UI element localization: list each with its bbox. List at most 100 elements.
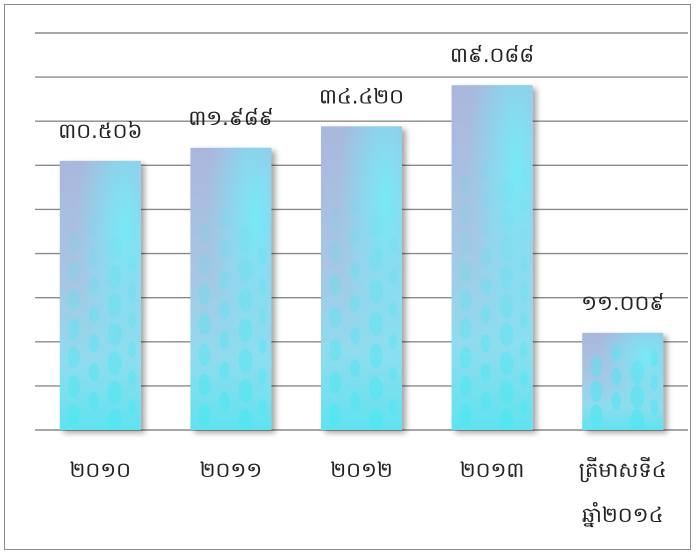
bar-bokeh-bubble bbox=[389, 333, 397, 350]
category-label: ២០១២ bbox=[330, 458, 393, 482]
bar-bokeh-bubble bbox=[389, 399, 397, 415]
bar-bokeh-bubble bbox=[499, 351, 514, 376]
bar-bokeh-bubble bbox=[499, 207, 514, 232]
bar-bokeh-bubble bbox=[630, 409, 645, 431]
bar-bokeh-bubble bbox=[219, 361, 230, 380]
bar-bokeh-bubble bbox=[389, 268, 397, 285]
bar-bokeh-bubble bbox=[107, 380, 122, 405]
bar-bokeh-bubble bbox=[480, 305, 491, 324]
bar-value-label: ៣៤.៤២០ bbox=[319, 84, 404, 108]
bar-bokeh-bubble bbox=[127, 225, 136, 242]
bar-bokeh-bubble bbox=[219, 392, 230, 410]
bar-bokeh-bubble bbox=[480, 162, 491, 181]
bar-bokeh-bubble bbox=[519, 255, 528, 272]
bar-bokeh-bubble bbox=[219, 240, 230, 259]
bar-bokeh-bubble bbox=[127, 341, 136, 358]
bar-bokeh-bubble bbox=[459, 202, 472, 225]
bar-bokeh-bubble bbox=[198, 343, 211, 366]
bar-bokeh-bubble bbox=[389, 203, 397, 220]
chart-frame: ៣០.៥០៦ ៣១.៩៨៩ ៣៤.៤២០ ៣៩.០៨៨ ១១.០០៩ ២០១០ ២០១១ ២… bbox=[4, 4, 691, 550]
bar-bokeh-bubble bbox=[258, 247, 267, 264]
bar-bokeh-bubble bbox=[127, 312, 136, 329]
bar-bokeh-bubble bbox=[480, 363, 491, 382]
category-label: ត្រីមាសទី៤ bbox=[579, 457, 667, 483]
bar-bokeh-bubble bbox=[350, 196, 360, 215]
bar-bokeh-bubble bbox=[369, 343, 383, 368]
bar-bokeh-bubble bbox=[590, 379, 603, 402]
bar-bokeh-bubble bbox=[459, 317, 472, 340]
bar-bokeh-bubble bbox=[67, 346, 80, 369]
bar-bokeh-bubble bbox=[258, 217, 267, 234]
bar-bokeh-bubble bbox=[127, 254, 136, 271]
bar-bokeh-bubble bbox=[519, 370, 528, 387]
bar-bokeh-bubble bbox=[389, 366, 397, 383]
bar-bokeh-bubble bbox=[480, 248, 491, 267]
bar-bokeh-bubble bbox=[238, 409, 253, 431]
bar-bokeh-bubble bbox=[650, 350, 659, 367]
bar-bokeh-bubble bbox=[258, 308, 267, 325]
bar-bokeh-bubble bbox=[499, 409, 514, 430]
bar-bokeh-bubble bbox=[369, 246, 383, 271]
bar-bokeh-bubble bbox=[88, 305, 99, 324]
bar-bokeh-bubble bbox=[480, 219, 491, 238]
bar-bokeh-bubble bbox=[519, 226, 528, 243]
bar-texture bbox=[198, 210, 267, 431]
bar-bokeh-bubble bbox=[107, 264, 122, 289]
bar-bokeh-bubble bbox=[480, 277, 491, 296]
bar-bokeh-bubble bbox=[369, 213, 383, 238]
bar-bokeh-bubble bbox=[499, 294, 514, 319]
bar-bokeh-bubble bbox=[519, 312, 528, 329]
bar-bokeh-bubble bbox=[67, 288, 80, 311]
bar-bokeh-bubble bbox=[369, 376, 383, 401]
bar-bokeh-bubble bbox=[611, 367, 622, 386]
bar-bokeh-bubble bbox=[389, 301, 397, 318]
bar-bokeh-bubble bbox=[519, 284, 528, 301]
bar-bokeh-bubble bbox=[369, 311, 383, 336]
bar-bokeh-bubble bbox=[459, 260, 472, 283]
bar-bokeh-bubble bbox=[258, 278, 267, 295]
bar-bokeh-bubble bbox=[67, 375, 80, 398]
bar-bokeh-bubble bbox=[238, 318, 253, 343]
bar-bokeh-bubble bbox=[350, 261, 360, 280]
bar-bokeh-bubble bbox=[611, 392, 622, 410]
bar-bokeh-bubble bbox=[88, 334, 99, 353]
bar-bokeh-bubble bbox=[590, 355, 603, 378]
bar-bokeh-bubble bbox=[329, 371, 341, 394]
bar-texture bbox=[590, 343, 659, 431]
bar-bokeh-bubble bbox=[499, 322, 514, 347]
bar-bokeh-bubble bbox=[198, 252, 211, 275]
bar-bokeh-bubble bbox=[198, 222, 211, 245]
bar-bokeh-bubble bbox=[459, 289, 472, 312]
bar-bokeh-bubble bbox=[480, 334, 491, 353]
bar-bokeh-bubble bbox=[67, 317, 80, 340]
category-label: ២០១០ bbox=[70, 458, 132, 482]
category-labels: ២០១០ ២០១១ ២០១២ ២០១៣ ត្រីមាសទី៤ឆ្នាំ២០១៤ bbox=[70, 457, 667, 528]
bar-bokeh-bubble bbox=[459, 404, 472, 426]
bar-bokeh-bubble bbox=[480, 190, 491, 209]
bar-bokeh-bubble bbox=[238, 288, 253, 313]
bar-bokeh-bubble bbox=[350, 294, 360, 313]
bar-bokeh-bubble bbox=[88, 363, 99, 382]
bar-bokeh-bubble bbox=[67, 259, 80, 282]
bar-bokeh-bubble bbox=[198, 373, 211, 396]
bar-bokeh-bubble bbox=[219, 301, 230, 320]
bar-bokeh-bubble bbox=[499, 380, 514, 405]
bar-bokeh-bubble bbox=[107, 235, 122, 260]
bar-glow bbox=[451, 85, 533, 430]
category-label: ២០១១ bbox=[200, 458, 263, 482]
bar-bokeh-bubble bbox=[350, 326, 360, 345]
bar-bokeh-bubble bbox=[219, 331, 230, 350]
bar-bokeh-bubble bbox=[88, 247, 99, 266]
bar bbox=[451, 85, 533, 430]
bar-bokeh-bubble bbox=[258, 368, 267, 385]
category-label: ឆ្នាំ២០១៤ bbox=[582, 502, 664, 528]
bar-bokeh-bubble bbox=[519, 341, 528, 358]
bar bbox=[582, 332, 664, 431]
bar-bokeh-bubble bbox=[499, 236, 514, 261]
bar-bokeh-bubble bbox=[350, 359, 360, 378]
bar-bokeh-bubble bbox=[650, 399, 659, 415]
bar-bokeh-bubble bbox=[88, 276, 99, 295]
bar-bokeh-bubble bbox=[329, 273, 341, 296]
